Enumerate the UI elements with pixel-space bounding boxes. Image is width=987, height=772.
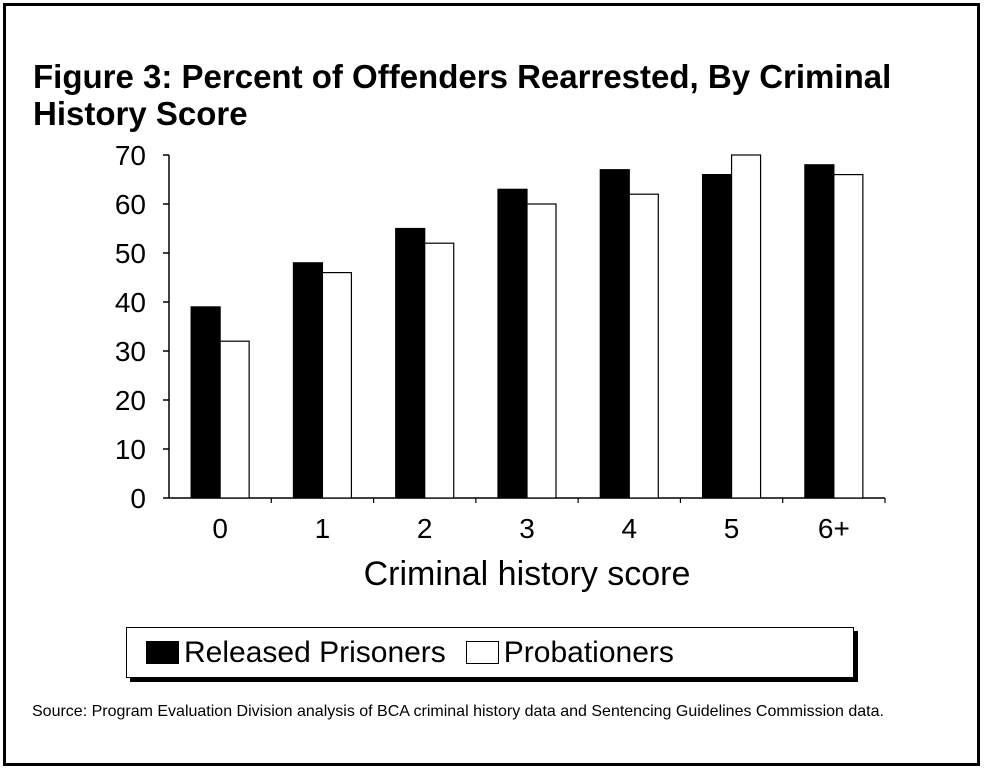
bar-probationers	[833, 174, 864, 499]
bar-released-prisoners	[599, 169, 630, 499]
x-tick-label: 1	[315, 513, 331, 544]
legend-swatch-released-prisoners	[146, 641, 179, 664]
x-axis-title: Criminal history score	[364, 555, 691, 593]
x-tick-label: 4	[621, 513, 637, 544]
bar-probationers	[424, 242, 455, 499]
bar-probationers	[730, 154, 762, 499]
bar-released-prisoners	[292, 262, 324, 499]
x-tick-label: 6+	[818, 513, 850, 544]
bar-released-prisoners	[497, 188, 528, 499]
legend-label-probationers: Probationers	[503, 635, 674, 669]
y-tick-label: 70	[115, 140, 146, 171]
source-note: Source: Program Evaluation Division anal…	[32, 703, 884, 720]
bar-released-prisoners	[190, 306, 221, 499]
y-tick-label: 60	[115, 189, 146, 220]
legend-item-probationers: Probationers	[465, 635, 674, 670]
bar-probationers	[628, 193, 659, 499]
y-tick-label: 30	[115, 336, 146, 367]
chart-title: Figure 3: Percent of Offenders Rearreste…	[33, 58, 892, 132]
bar-released-prisoners	[395, 227, 426, 499]
figure-frame	[3, 3, 980, 766]
bar-released-prisoners	[701, 174, 733, 499]
bar-probationers	[526, 203, 557, 499]
y-tick-label: 0	[130, 483, 146, 514]
x-tick-label: 2	[417, 513, 433, 544]
legend-label-released-prisoners: Released Prisoners	[184, 635, 446, 669]
bar-chart: 0 10 20 30 40 50 60 70 0 1 2 3 4 5 6+ Criminal history …	[115, 140, 886, 593]
bar-probationers	[321, 272, 353, 499]
y-tick-label: 50	[115, 238, 146, 269]
bar-probationers	[219, 340, 250, 499]
chart-legend: Released Prisoners Probationers	[126, 627, 854, 678]
y-tick-label: 20	[115, 385, 146, 416]
legend-swatch-probationers	[465, 641, 499, 664]
y-tick-label: 40	[115, 287, 146, 318]
bar-released-prisoners	[804, 164, 835, 499]
x-tick-label: 5	[724, 513, 740, 544]
x-tick-label: 3	[519, 513, 535, 544]
x-tick-label: 0	[212, 513, 228, 544]
legend-item-released-prisoners: Released Prisoners	[146, 636, 446, 670]
y-tick-label: 10	[115, 434, 146, 465]
